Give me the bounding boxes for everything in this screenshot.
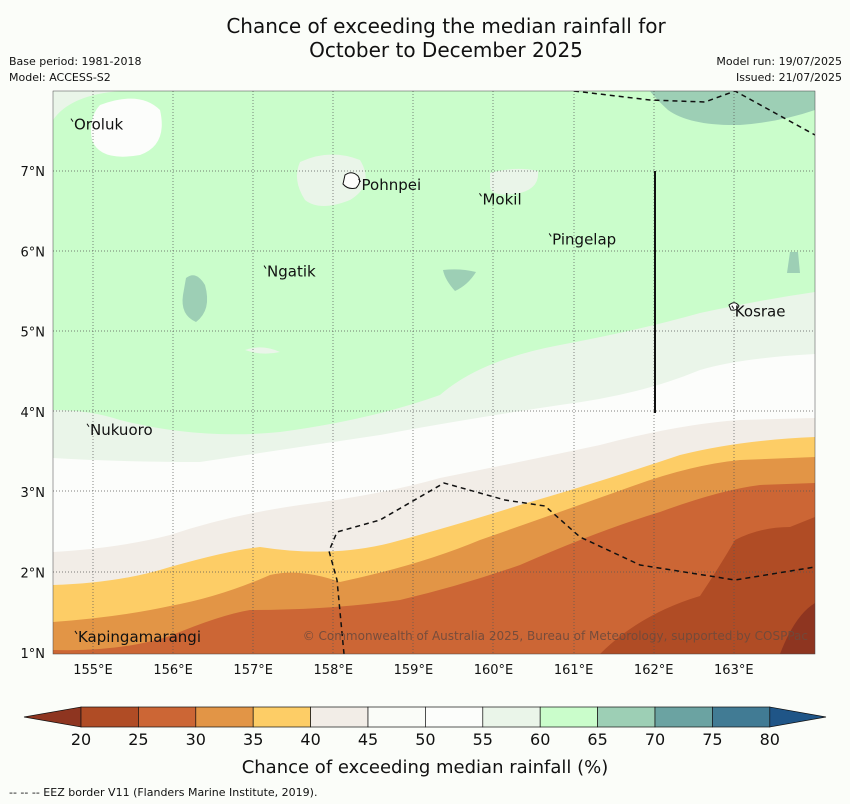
place-label: Pohnpei (362, 176, 422, 194)
colorbar-tick-label: 35 (243, 730, 263, 749)
colorbar-tick-label: 40 (300, 730, 320, 749)
map-fill (53, 91, 815, 654)
map-title: Chance of exceeding the median rainfall … (0, 14, 850, 62)
place-marker (479, 193, 482, 197)
kosrae-island (728, 302, 740, 311)
title-line-1: Chance of exceeding the median rainfall … (226, 14, 666, 38)
meta-left: Base period: 1981-2018 Model: ACCESS-S2 (9, 54, 141, 86)
lon-tick-label: 160°E (474, 663, 514, 678)
place-label: Oroluk (74, 116, 123, 134)
meta-right: Model run: 19/07/2025 Issued: 21/07/2025 (716, 54, 842, 86)
colorbar-segment (310, 706, 369, 728)
colorbar-tick-label: 30 (186, 730, 206, 749)
lon-tick-label: 161°E (554, 663, 594, 678)
place-marker (70, 118, 74, 122)
lon-tick-label: 155°E (73, 663, 113, 678)
colorbar-tick-label: 45 (358, 730, 378, 749)
colorbar-tick-label: 55 (473, 730, 493, 749)
colorbar-tick-label: 70 (645, 730, 665, 749)
place-marker (548, 233, 552, 237)
colorbar-tick-label: 25 (128, 730, 148, 749)
lat-tick-label: 5°N (21, 326, 46, 341)
eez-footnote: -- -- -- EEZ border V11 (Flanders Marine… (9, 786, 318, 799)
colorbar-segment (252, 706, 311, 728)
pohnpei-island (342, 172, 361, 189)
colorbar-tick-label: 60 (530, 730, 550, 749)
colorbar-segment (539, 706, 598, 728)
colorbar-segment (482, 706, 541, 728)
colorbar-segment (138, 706, 197, 728)
place-label: Mokil (482, 190, 521, 208)
issued-date: Issued: 21/07/2025 (735, 71, 842, 84)
place-marker (86, 423, 90, 428)
model-name: Model: ACCESS-S2 (9, 71, 111, 84)
place-marker (74, 630, 78, 635)
colorbar-segment (712, 706, 771, 728)
colorbar-tick-label: 20 (71, 730, 91, 749)
place-marker (358, 178, 361, 183)
lon-tick-label: 156°E (153, 663, 193, 678)
title-line-2: October to December 2025 (309, 38, 583, 62)
lon-tick-label: 163°E (714, 663, 754, 678)
place-label: Ngatik (267, 263, 316, 281)
place-label: Kosrae (735, 303, 786, 321)
place-marker (731, 305, 735, 309)
model-run: Model run: 19/07/2025 (716, 55, 842, 68)
lat-tick-label: 6°N (21, 245, 46, 260)
lon-tick-label: 162°E (634, 663, 674, 678)
colorbar-high-extend (769, 706, 827, 728)
lon-tick-label: 159°E (394, 663, 434, 678)
lon-tick-label: 157°E (233, 663, 273, 678)
place-label: Kapingamarangi (78, 628, 201, 646)
base-period: Base period: 1981-2018 (9, 55, 142, 68)
lat-tick-label: 7°N (21, 165, 46, 180)
colorbar-segment (654, 706, 713, 728)
lat-tick-label: 2°N (21, 567, 46, 582)
colorbar-segment (80, 706, 139, 728)
lat-tick-label: 3°N (21, 486, 46, 501)
place-label: Nukuoro (90, 421, 153, 439)
colorbar-segment (195, 706, 254, 728)
lat-tick-label: 1°N (21, 647, 46, 662)
eez-borders (328, 91, 815, 654)
latitude-labels: 7°N 6°N 5°N 4°N 3°N 2°N 1°N (21, 165, 46, 662)
copyright-text: © Commonwealth of Australia 2025, Bureau… (303, 629, 808, 643)
colorbar-tick-label: 75 (702, 730, 722, 749)
place-labels: Oroluk Pohnpei Mokil Pingelap Ngatik Kosrae Nu… (70, 116, 786, 646)
longitude-labels: 155°E 156°E 157°E 158°E 159°E 160°E 161°E 162°E… (73, 663, 753, 678)
colorbar-label: Chance of exceeding median rainfall (%) (241, 757, 609, 778)
place-label: Pingelap (552, 230, 616, 248)
place-marker (263, 265, 267, 269)
colorbar: 20 25 30 35 40 45 50 55 60 65 70 75 80 (23, 706, 827, 749)
colorbar-tick-label: 50 (415, 730, 435, 749)
colorbar-tick-label: 80 (760, 730, 780, 749)
colorbar-segment (367, 706, 426, 728)
colorbar-segment (597, 706, 656, 728)
lat-tick-label: 4°N (21, 406, 46, 421)
colorbar-low-extend (23, 706, 82, 728)
colorbar-segment (425, 706, 484, 728)
lon-tick-label: 158°E (314, 663, 354, 678)
map-frame (52, 90, 816, 655)
colorbar-tick-label: 65 (587, 730, 607, 749)
